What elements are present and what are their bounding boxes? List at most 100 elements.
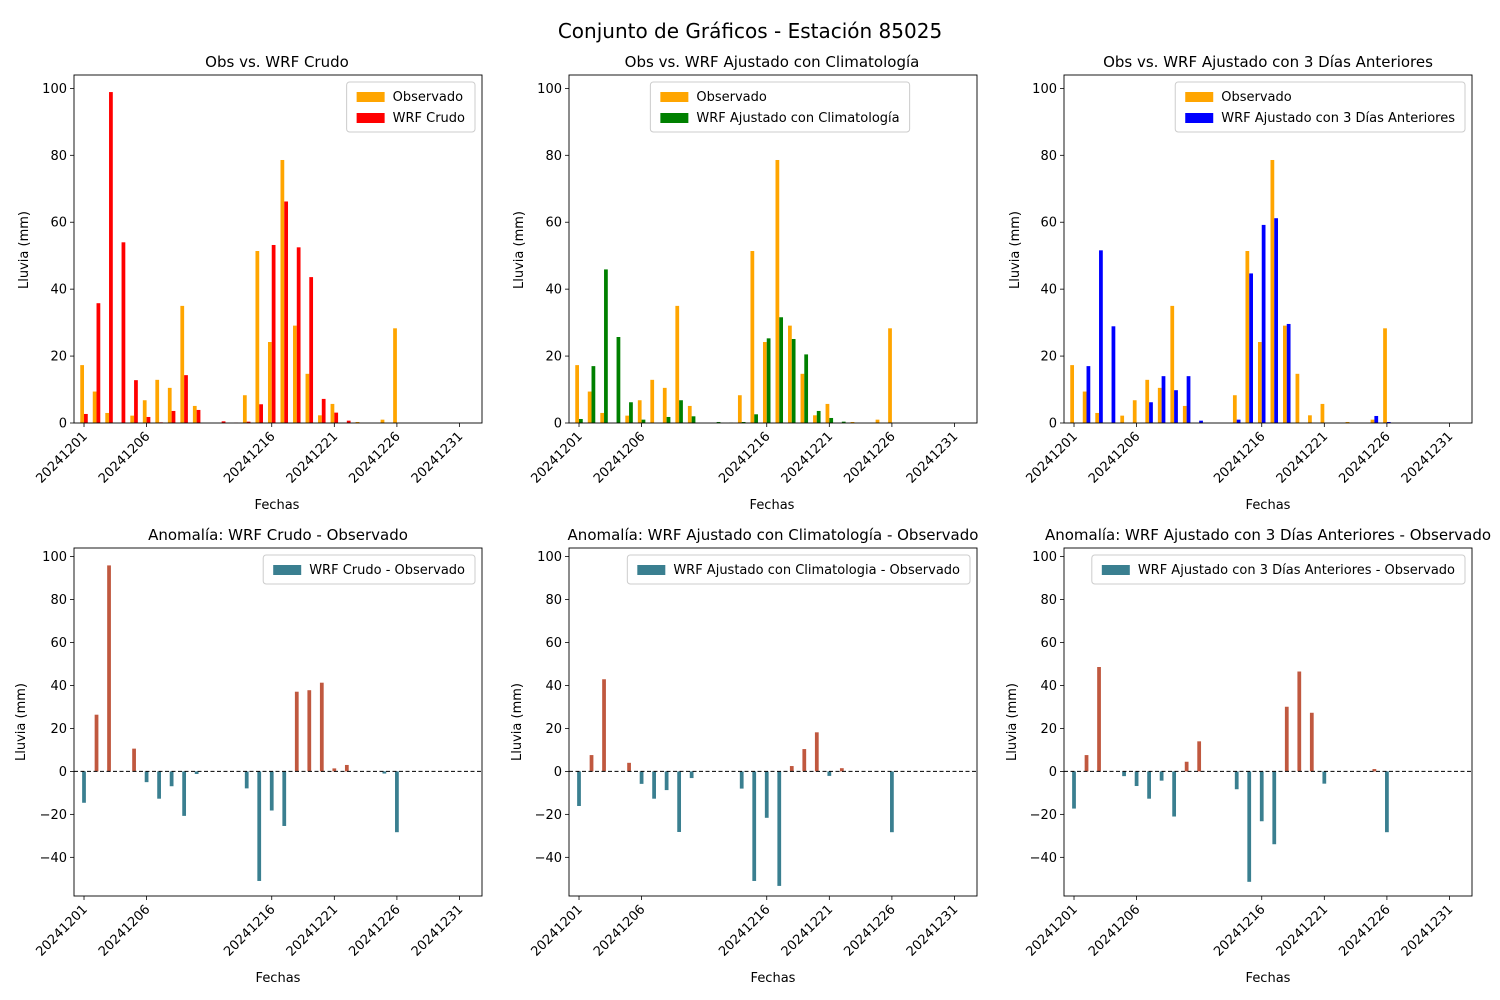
x-tick-label: 20241231 [409,902,466,959]
bar [1086,366,1091,423]
bar [1199,420,1203,423]
bar [267,342,272,423]
y-tick-label: 80 [1040,593,1057,608]
x-axis-label: Fechas [750,498,795,513]
bar [1257,342,1262,423]
y-tick-label: 80 [50,149,67,164]
bar [259,404,263,423]
x-axis-label: Fechas [1246,498,1291,513]
anomaly-bar [1309,712,1314,772]
bar [309,277,314,423]
y-tick-label: −20 [40,808,67,823]
legend-swatch [660,113,689,123]
bar [92,391,97,423]
bar [737,395,742,423]
x-tick-label: 20241231 [409,429,466,486]
y-tick-label: 60 [545,216,562,231]
x-tick-label: 20241216 [716,429,773,486]
x-tick-label: 20241206 [96,429,153,486]
anomaly-bar [1172,771,1177,817]
anomaly-bar [764,771,769,818]
legend: WRF Ajustado con 3 Días Anteriores - Obs… [1091,554,1466,585]
bar [134,380,138,423]
x-tick-label: 20241216 [716,902,773,959]
anomaly-bar [1097,667,1101,772]
anomaly-bar [94,714,99,772]
bar [1249,273,1253,423]
y-tick-label: 60 [50,636,67,651]
bar [579,418,583,423]
y-tick-label: 100 [42,82,67,97]
legend-swatch [273,565,302,575]
anomaly-bar [689,771,694,779]
x-tick-label: 20241206 [1086,429,1143,486]
bar [1320,403,1325,423]
x-tick-label: 20241201 [1023,429,1080,486]
x-tick-label: 20241216 [1211,429,1268,486]
bar [850,421,855,423]
bar [1186,376,1191,423]
anomaly-bar [1259,771,1264,822]
x-axis-label: Fechas [255,498,300,513]
y-tick-label: −20 [535,808,562,823]
axes-frame [1063,547,1473,897]
legend-frame [262,554,476,585]
y-tick-label: −40 [1030,851,1057,866]
panel-title: Obs vs. WRF Ajustado con Climatología [625,53,920,71]
anomaly-bar [1385,771,1389,833]
bar [321,398,326,423]
bar [762,342,767,423]
axes-frame [568,547,978,897]
y-tick-label: 20 [1040,350,1057,365]
y-tick-label: 0 [554,417,562,432]
x-tick-label: 20241201 [33,902,90,959]
legend: Observado WRF Ajustado con Climatología [649,81,911,133]
y-tick-label: 40 [1040,283,1057,298]
y-tick-label: 100 [537,550,562,565]
x-axis-label: Fechas [751,971,796,986]
bar [146,416,151,423]
y-axis-label: Lluvia (mm) [1005,683,1020,761]
y-tick-label: 100 [1032,82,1057,97]
y-tick-label: 20 [545,350,562,365]
y-tick-label: 20 [545,722,562,737]
bar [750,251,755,423]
x-tick-label: 20241206 [96,902,153,959]
bar [330,403,335,423]
y-tick-label: 20 [50,350,67,365]
bar [804,354,809,423]
axes-frame [73,547,483,897]
bar [1274,218,1279,423]
bar [318,415,322,423]
bar [1182,405,1187,423]
panel-title: Obs vs. WRF Crudo [205,53,349,71]
bar [650,379,655,423]
legend-label: WRF Crudo - Observado [309,563,465,578]
bar [766,338,771,423]
bar [1111,326,1116,423]
x-tick-label: 20241216 [221,429,278,486]
legend-frame [1174,81,1466,133]
anomaly-bar [652,771,656,799]
legend: WRF Crudo - Observado [262,554,476,585]
bar [741,421,746,423]
anomaly-bar [269,771,274,811]
bar [334,412,339,423]
y-tick-label: 60 [50,216,67,231]
y-tick-label: 40 [545,679,562,694]
x-tick-label: 20241226 [346,902,403,959]
y-tick-label: 0 [554,765,562,780]
y-axis-label: Lluvia (mm) [1008,211,1023,289]
x-tick-label: 20241226 [1336,902,1393,959]
x-tick-label: 20241221 [284,902,341,959]
y-tick-label: 80 [545,593,562,608]
legend-label: WRF Crudo [393,111,465,126]
y-tick-label: 100 [42,550,67,565]
bar [246,421,251,423]
plot-area: −40 −20 0 20 40 60 80 100 20241201 20241206 202412… [1023,547,1473,960]
anomaly-bar [739,771,744,789]
y-axis-label: Lluvia (mm) [510,683,525,761]
